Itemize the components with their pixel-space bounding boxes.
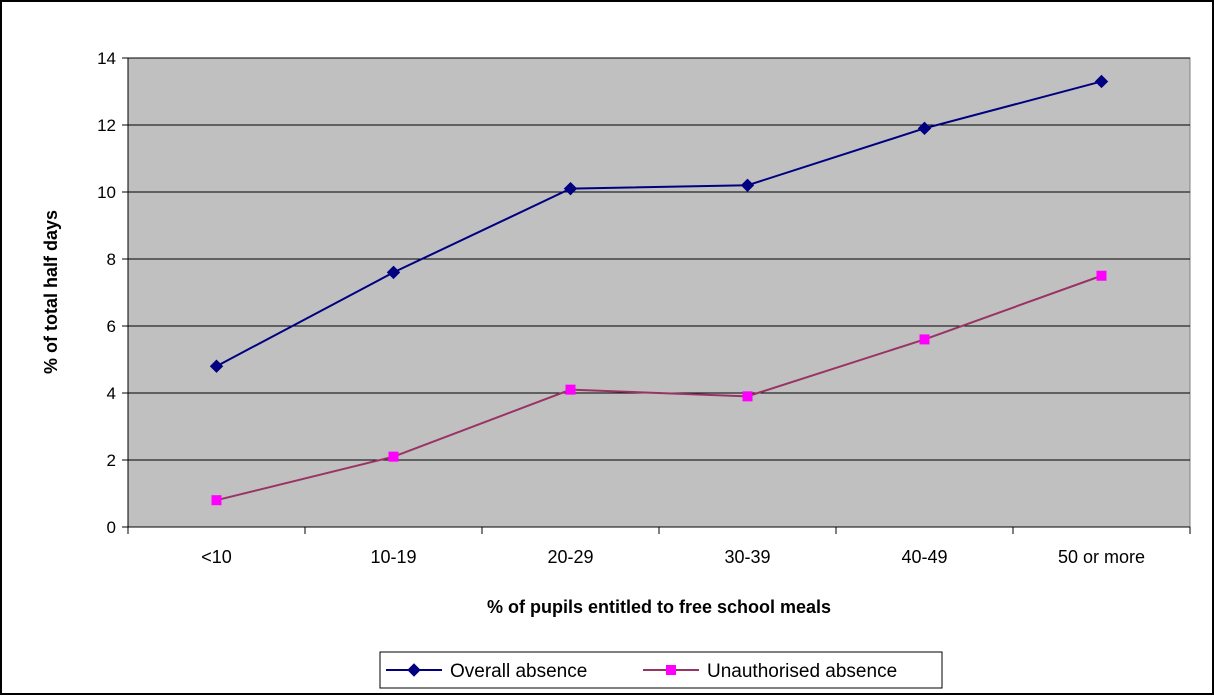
legend-item: Overall absence [386,661,587,682]
legend-marker [666,665,676,675]
legend: Overall absence Unauthorised absence [379,651,943,689]
legend-label: Overall absence [450,661,587,682]
legend-item: Unauthorised absence [643,661,897,682]
x-tick-label: 40-49 [901,547,947,567]
data-point [211,495,222,506]
gridlines [128,57,1190,461]
legend-marker [407,663,421,677]
x-tick-label: 30-39 [724,547,770,567]
legend-label: Unauthorised absence [707,661,897,682]
x-tick-label: 10-19 [370,547,416,567]
data-point [388,451,399,462]
y-tick-label: 12 [97,116,116,135]
axes: 0 2 4 6 8 10 12 14 <10 10-19 20-29 30-39 40-49 50 or … [97,49,1191,567]
y-axis-title: % of total half days [41,210,61,374]
x-tick-label: <10 [201,547,232,567]
legend-box [379,651,943,689]
y-tick-label: 8 [107,250,116,269]
data-point [209,359,224,373]
series-line [216,274,1102,502]
data-point [740,178,755,193]
data-point [565,384,576,395]
data-point [386,265,401,280]
y-tick-label: 10 [97,183,116,202]
data-point [1096,270,1107,281]
y-tick-label: 4 [107,384,116,403]
series-layer [209,74,1109,506]
data-point [742,391,753,402]
y-tick-label: 2 [107,451,116,470]
legend-items: Overall absence Unauthorised absence [386,661,897,682]
series-0 [209,74,1109,373]
x-tick-label: 20-29 [547,547,593,567]
y-tick-label: 6 [107,317,116,336]
x-tick-label: 50 or more [1058,547,1145,567]
plot-area [127,57,1191,528]
series-line [216,80,1102,368]
data-point [917,121,932,136]
data-point [563,181,578,196]
x-axis-title: % of pupils entitled to free school meal… [487,597,831,617]
data-point [1094,74,1109,89]
y-tick-label: 14 [97,49,116,68]
series-1 [211,270,1107,506]
data-point [919,334,930,345]
y-tick-label: 0 [107,518,116,537]
